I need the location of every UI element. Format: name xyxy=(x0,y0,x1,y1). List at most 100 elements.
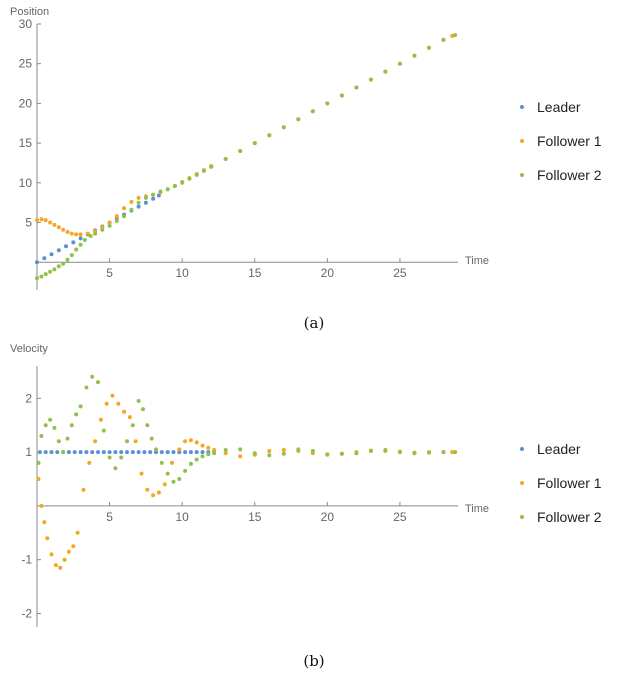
panel-b-point-follower-2 xyxy=(223,448,228,452)
panel-a-point-follower-2 xyxy=(194,172,199,177)
panel-b-point-leader xyxy=(148,450,153,455)
panel-b-point-follower-1 xyxy=(162,482,167,487)
panel-a-point-follower-2 xyxy=(368,77,373,82)
panel-b-axes: 5 10 15 20 25 -2 -1 1 2 xyxy=(21,366,458,627)
panel-a-point-follower-2 xyxy=(325,101,330,106)
panel-b-point-follower-1 xyxy=(62,557,67,562)
panel-b-point-follower-2 xyxy=(441,450,446,455)
panel-a-legend-marker xyxy=(520,105,524,109)
panel-a-point-follower-2 xyxy=(296,117,301,122)
panel-b-legend-label: Leader xyxy=(537,441,581,457)
panel-b-point-follower-2 xyxy=(412,451,417,456)
panel-a-point-leader xyxy=(78,236,83,241)
panel-b-x-tick-label: 15 xyxy=(248,510,262,524)
panel-b-y-tick-label: -1 xyxy=(21,553,32,567)
panel-b-point-follower-1 xyxy=(212,448,217,452)
panel-a-y-tick-label: 5 xyxy=(25,216,32,230)
panel-b-point-leader xyxy=(130,450,135,455)
panel-a-point-follower-2 xyxy=(310,109,315,114)
panel-a-point-follower-1 xyxy=(65,230,70,234)
panel-b-points xyxy=(36,374,458,570)
panel-a-point-follower-2 xyxy=(35,276,39,281)
panel-a-point-follower-2 xyxy=(39,274,44,279)
panel-b-legend-marker xyxy=(520,515,524,519)
panel-b-point-follower-2 xyxy=(149,436,154,441)
panel-b-point-leader xyxy=(55,450,60,455)
panel-a: Position Time 5 10 15 20 25 5 10 15 20 25 30 Leade… xyxy=(10,6,602,332)
panel-b-point-follower-1 xyxy=(151,493,156,498)
panel-b-point-follower-1 xyxy=(183,439,188,444)
panel-a-point-follower-2 xyxy=(172,184,177,188)
panel-a-point-follower-2 xyxy=(93,231,98,236)
panel-b-point-leader xyxy=(200,450,205,455)
panel-a-point-leader xyxy=(35,260,39,265)
panel-b-point-follower-2 xyxy=(200,454,205,459)
panel-a-x-tick-label: 10 xyxy=(175,266,189,280)
panel-a-point-leader xyxy=(49,252,54,257)
panel-b-point-follower-1 xyxy=(66,549,71,554)
panel-b-point-leader xyxy=(72,450,77,455)
panel-b-point-follower-2 xyxy=(65,436,70,441)
panel-b-point-leader xyxy=(136,450,141,455)
panel-a-point-follower-1 xyxy=(48,220,53,225)
panel-a-point-follower-2 xyxy=(281,125,286,130)
panel-b-point-follower-2 xyxy=(339,451,344,456)
panel-b-point-follower-2 xyxy=(453,450,458,455)
panel-b-point-follower-1 xyxy=(238,454,243,459)
panel-b-point-follower-2 xyxy=(101,428,106,433)
panel-b-point-leader xyxy=(113,450,118,455)
panel-a-point-follower-2 xyxy=(43,272,48,277)
panel-b-point-follower-1 xyxy=(116,401,121,406)
panel-a-point-follower-2 xyxy=(82,238,87,242)
panel-a-point-follower-2 xyxy=(209,164,214,169)
panel-a-point-follower-2 xyxy=(69,253,74,258)
panel-b-point-leader xyxy=(171,450,176,455)
panel-b-point-follower-2 xyxy=(310,449,315,453)
panel-a-y-tick-label: 20 xyxy=(19,96,33,110)
panel-b-point-follower-2 xyxy=(107,455,112,460)
panel-a-point-follower-2 xyxy=(78,242,83,247)
panel-b-point-leader xyxy=(101,450,106,455)
panel-b-point-leader xyxy=(188,450,193,455)
panel-b-legend-marker xyxy=(520,447,524,451)
panel-b-point-follower-2 xyxy=(165,471,170,476)
panel-b-caption: (b) xyxy=(303,652,324,670)
panel-a-point-follower-2 xyxy=(441,37,446,42)
panel-b-x-tick-label: 25 xyxy=(393,510,407,524)
panel-b-point-follower-1 xyxy=(45,536,50,541)
panel-a-point-follower-2 xyxy=(107,223,112,228)
panel-b-point-follower-1 xyxy=(49,552,54,557)
panel-b-point-follower-1 xyxy=(133,439,138,444)
panel-a-point-follower-1 xyxy=(107,220,112,225)
panel-a-point-follower-1 xyxy=(129,199,134,204)
panel-b-point-follower-2 xyxy=(56,439,61,444)
panel-a-point-follower-2 xyxy=(383,69,388,74)
panel-b-point-follower-1 xyxy=(81,487,86,492)
panel-a-point-follower-2 xyxy=(187,176,192,181)
panel-b-point-follower-2 xyxy=(383,448,388,452)
panel-a-legend-label: Leader xyxy=(537,99,581,115)
panel-a-xlabel: Time xyxy=(465,255,489,267)
panel-b-point-leader xyxy=(66,450,71,455)
panel-b-point-follower-1 xyxy=(98,417,103,422)
panel-b-point-follower-2 xyxy=(136,399,141,403)
panel-b-point-follower-1 xyxy=(39,503,44,508)
panel-b-point-follower-2 xyxy=(212,451,217,456)
panel-b-x-tick-label: 20 xyxy=(321,510,335,524)
panel-b-legend: Leader Follower 1 Follower 2 xyxy=(520,441,602,525)
panel-b-point-follower-1 xyxy=(75,530,80,535)
panel-b-point-follower-2 xyxy=(130,423,135,428)
panel-a-point-follower-1 xyxy=(122,206,127,211)
panel-b-point-follower-2 xyxy=(84,385,89,390)
panel-b-legend-marker xyxy=(520,481,524,485)
panel-a-point-leader xyxy=(71,240,76,245)
panel-b-point-follower-2 xyxy=(113,466,118,471)
panel-b-point-follower-2 xyxy=(354,451,359,456)
panel-b-point-leader xyxy=(194,450,199,455)
panel-b-point-follower-1 xyxy=(194,440,199,445)
panel-b-point-follower-1 xyxy=(200,443,205,448)
panel-b-point-follower-2 xyxy=(188,461,193,466)
panel-b-point-leader xyxy=(90,450,95,455)
panel-a-point-follower-1 xyxy=(52,222,57,227)
panel-a-point-follower-2 xyxy=(165,187,170,192)
